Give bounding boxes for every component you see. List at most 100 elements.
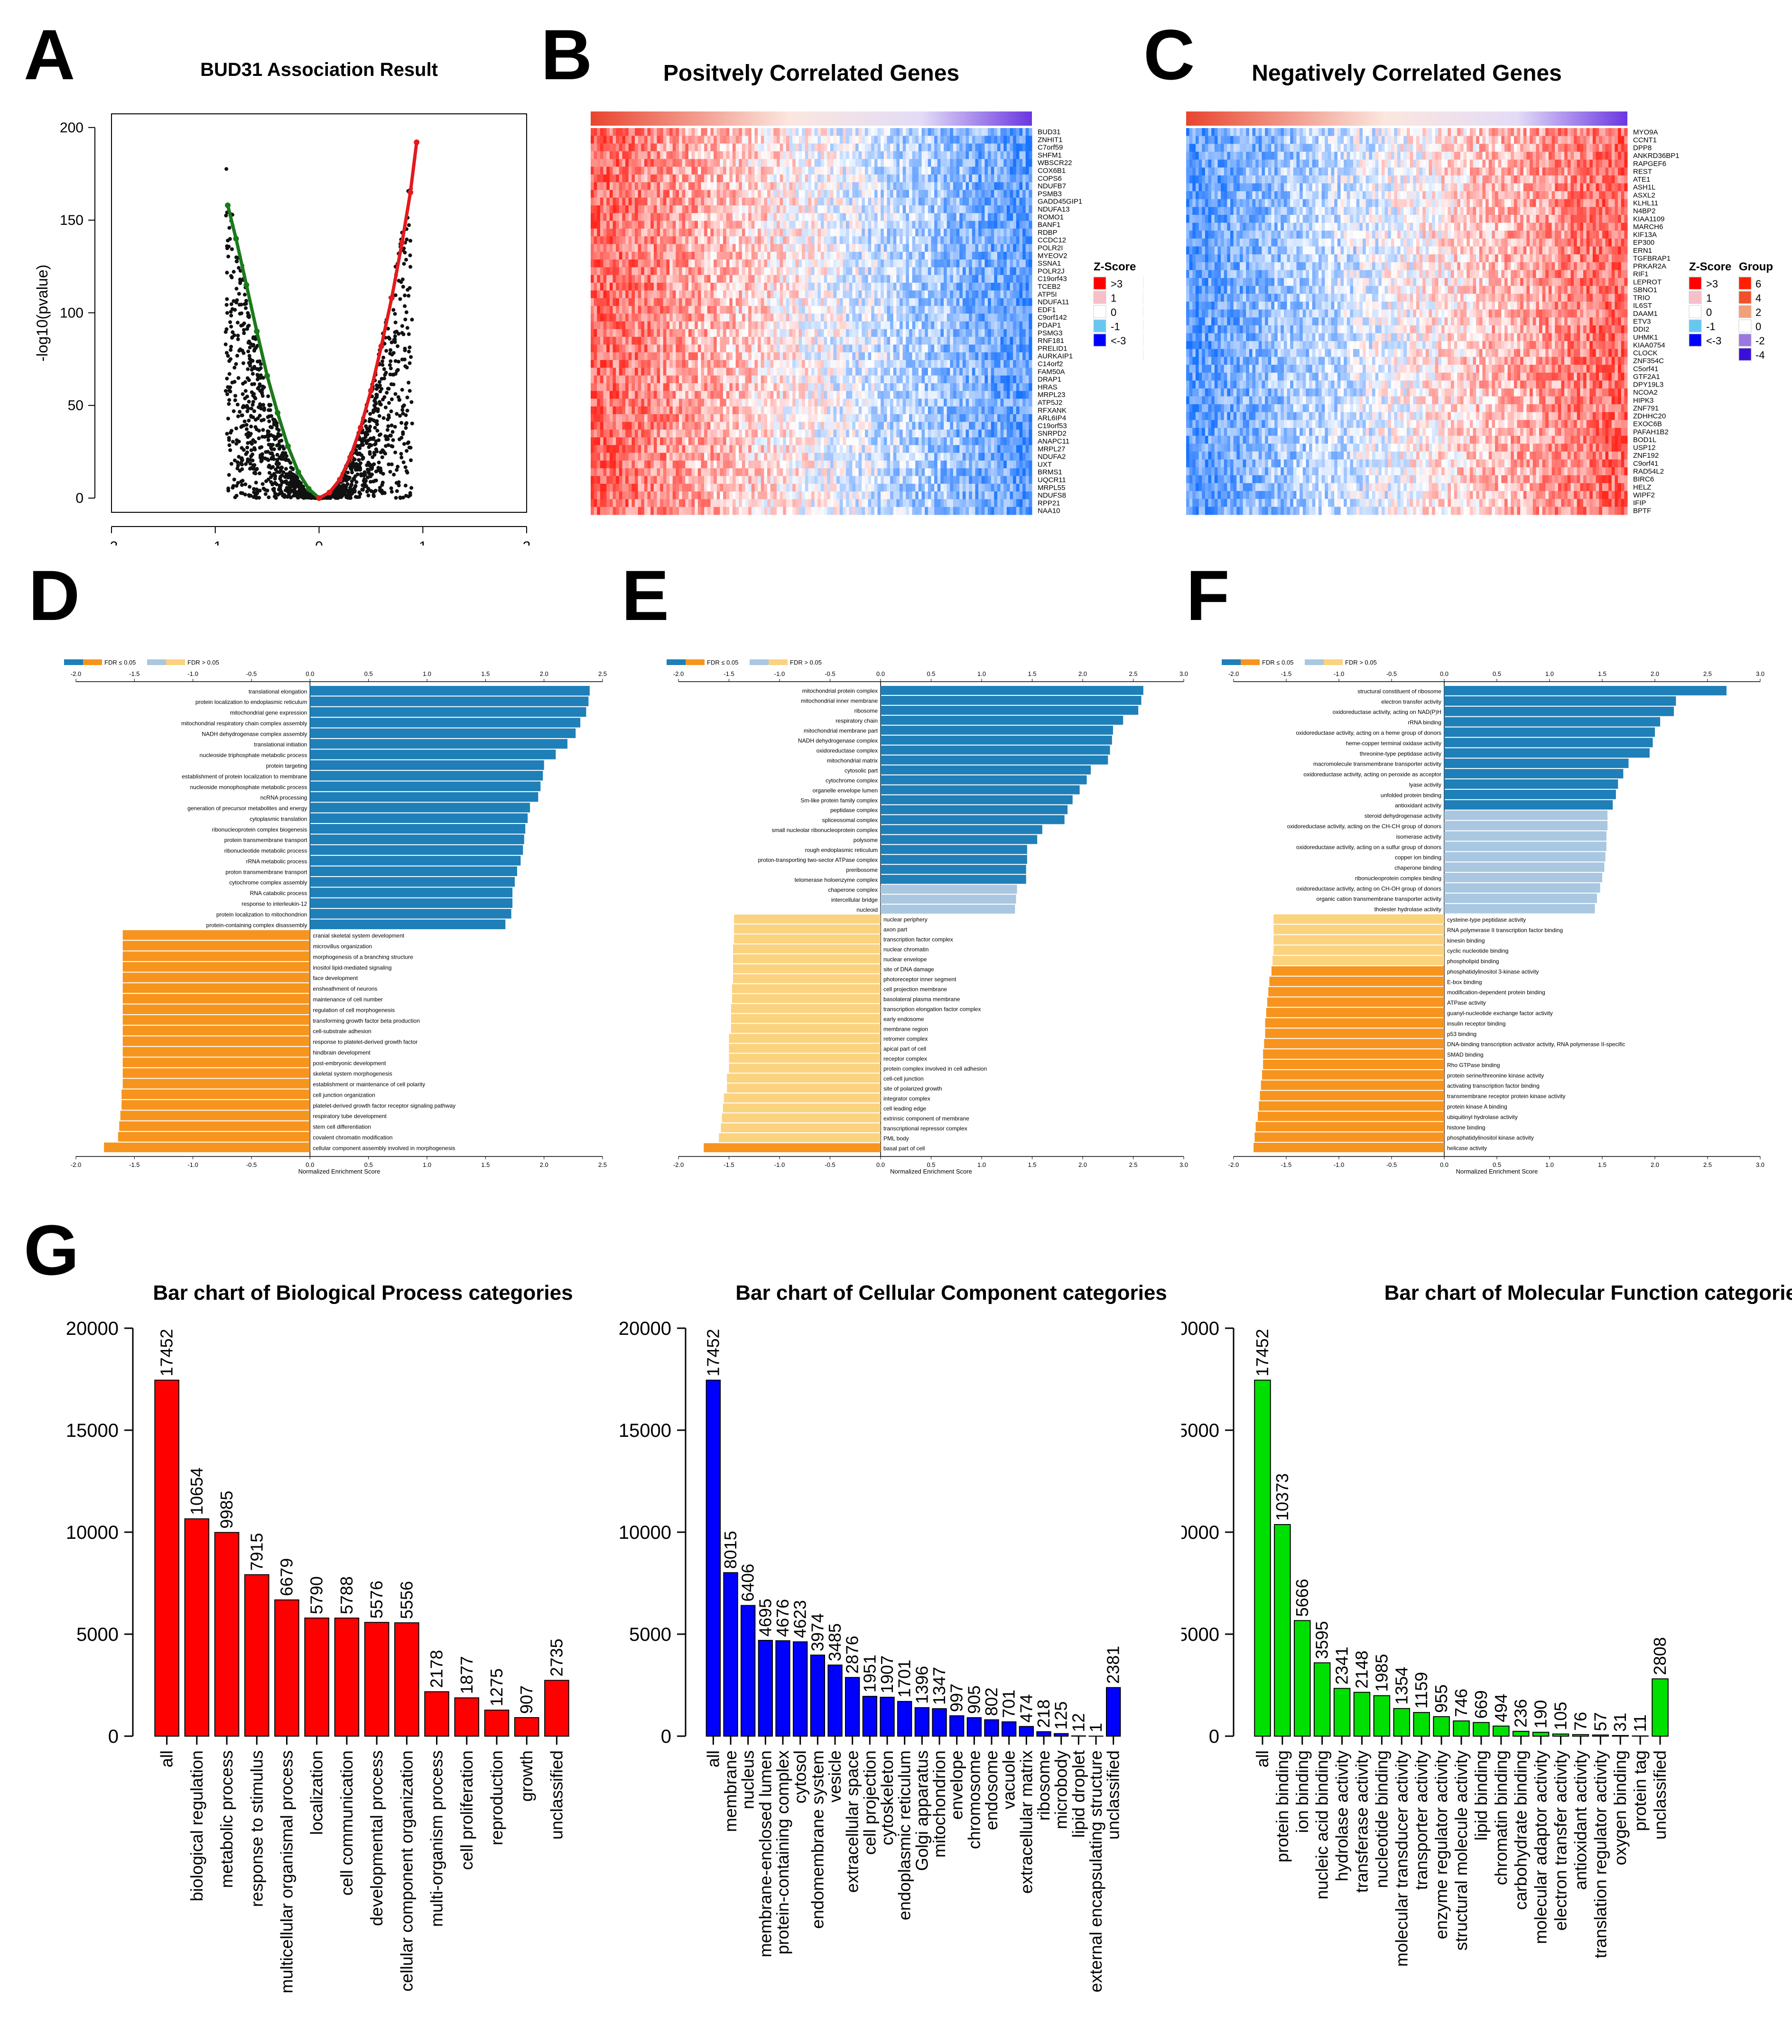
heatmap-cell: [748, 437, 752, 445]
heatmap-cell: [638, 236, 641, 244]
heatmap-cell: [716, 437, 720, 445]
heatmap-cell: [742, 182, 745, 190]
heatmap-cell: [735, 298, 739, 306]
heatmap-cell: [726, 305, 730, 314]
heatmap-cell: [767, 314, 771, 322]
heatmap-cell: [742, 460, 745, 469]
heatmap-cell: [704, 213, 708, 222]
gene-point: [240, 311, 244, 315]
heatmap-cell: [742, 453, 745, 461]
heatmap-cell: [780, 159, 783, 167]
heatmap-cell: [716, 429, 720, 438]
heatmap-cell: [795, 174, 799, 183]
heatmap-cell: [776, 337, 780, 345]
heatmap-cell: [783, 383, 787, 391]
heatmap-cell: [729, 491, 733, 499]
heatmap-cell: [707, 337, 711, 345]
heatmap-cell: [622, 205, 626, 213]
heatmap-cell: [622, 275, 626, 283]
heatmap-cell: [742, 174, 745, 183]
heatmap-cell: [679, 321, 683, 330]
heatmap-cell: [742, 136, 745, 144]
heatmap-cell: [663, 151, 667, 159]
heatmap-cell: [631, 368, 635, 376]
heatmap-cell: [688, 329, 692, 337]
heatmap-cell: [638, 182, 641, 190]
heatmap-cell: [748, 344, 752, 353]
heatmap-cell: [735, 151, 739, 159]
heatmap-cell: [792, 213, 796, 222]
heatmap-cell: [650, 182, 654, 190]
heatmap-cell: [622, 298, 626, 306]
heatmap-cell: [644, 460, 648, 469]
heatmap-cell: [631, 275, 635, 283]
heatmap-cell: [716, 174, 720, 183]
heatmap-cell: [616, 360, 620, 368]
heatmap-cell: [716, 190, 720, 198]
heatmap-cell: [729, 329, 733, 337]
heatmap-cell: [716, 236, 720, 244]
heatmap-cell: [660, 290, 664, 299]
heatmap-cell: [729, 453, 733, 461]
heatmap-cell: [714, 283, 717, 291]
gene-point: [405, 365, 409, 370]
heatmap-cell: [732, 197, 736, 206]
heatmap-cell: [704, 298, 708, 306]
heatmap-cell: [609, 221, 613, 229]
heatmap-cell: [657, 236, 660, 244]
heatmap-cell: [726, 375, 730, 384]
heatmap-cell: [799, 368, 802, 376]
heatmap-cell: [742, 344, 745, 353]
heatmap-cell: [619, 305, 622, 314]
heatmap-cell: [723, 460, 727, 469]
heatmap-cell: [600, 128, 604, 136]
heatmap-cell: [672, 182, 676, 190]
heatmap-cell: [792, 197, 796, 206]
heatmap-cell: [776, 298, 780, 306]
heatmap-cell: [729, 314, 733, 322]
gene-point: [249, 414, 253, 418]
heatmap-cell: [748, 143, 752, 152]
gene-point: [373, 400, 378, 404]
heatmap-cell: [660, 337, 664, 345]
gene-point: [254, 481, 258, 485]
heatmap-cell: [625, 228, 629, 237]
heatmap-cell: [792, 437, 796, 445]
heatmap-cell: [591, 344, 594, 353]
heatmap-cell: [628, 398, 632, 407]
gene-point: [257, 428, 261, 433]
heatmap-cell: [739, 166, 743, 175]
heatmap-cell: [597, 321, 601, 330]
heatmap-cell: [776, 321, 780, 330]
heatmap-cell: [653, 166, 657, 175]
heatmap-cell: [808, 283, 812, 291]
heatmap-cell: [773, 337, 777, 345]
heatmap-cell: [591, 468, 594, 476]
heatmap-cell: [638, 228, 641, 237]
heatmap-cell: [666, 190, 670, 198]
heatmap-cell: [594, 360, 597, 368]
y-tick-label: 150: [60, 213, 84, 228]
heatmap-cell: [647, 406, 651, 415]
heatmap-cell: [691, 491, 695, 499]
heatmap-cell: [619, 337, 622, 345]
heatmap-cell: [685, 267, 689, 276]
heatmap-cell: [758, 329, 761, 337]
heatmap-cell: [635, 182, 639, 190]
heatmap-cell: [723, 476, 727, 484]
gene-point: [240, 483, 244, 487]
heatmap-cell: [735, 337, 739, 345]
heatmap-cell: [780, 344, 783, 353]
heatmap-cell: [679, 344, 683, 353]
heatmap-cell: [644, 244, 648, 252]
heatmap-cell: [742, 267, 745, 276]
heatmap-cell: [802, 166, 806, 175]
gene-point: [375, 449, 379, 453]
heatmap-cell: [625, 244, 629, 252]
heatmap-cell: [805, 437, 808, 445]
heatmap-cell: [716, 491, 720, 499]
heatmap-cell: [720, 305, 724, 314]
heatmap-cell: [688, 453, 692, 461]
heatmap-cell: [647, 275, 651, 283]
gene-point: [336, 495, 340, 499]
